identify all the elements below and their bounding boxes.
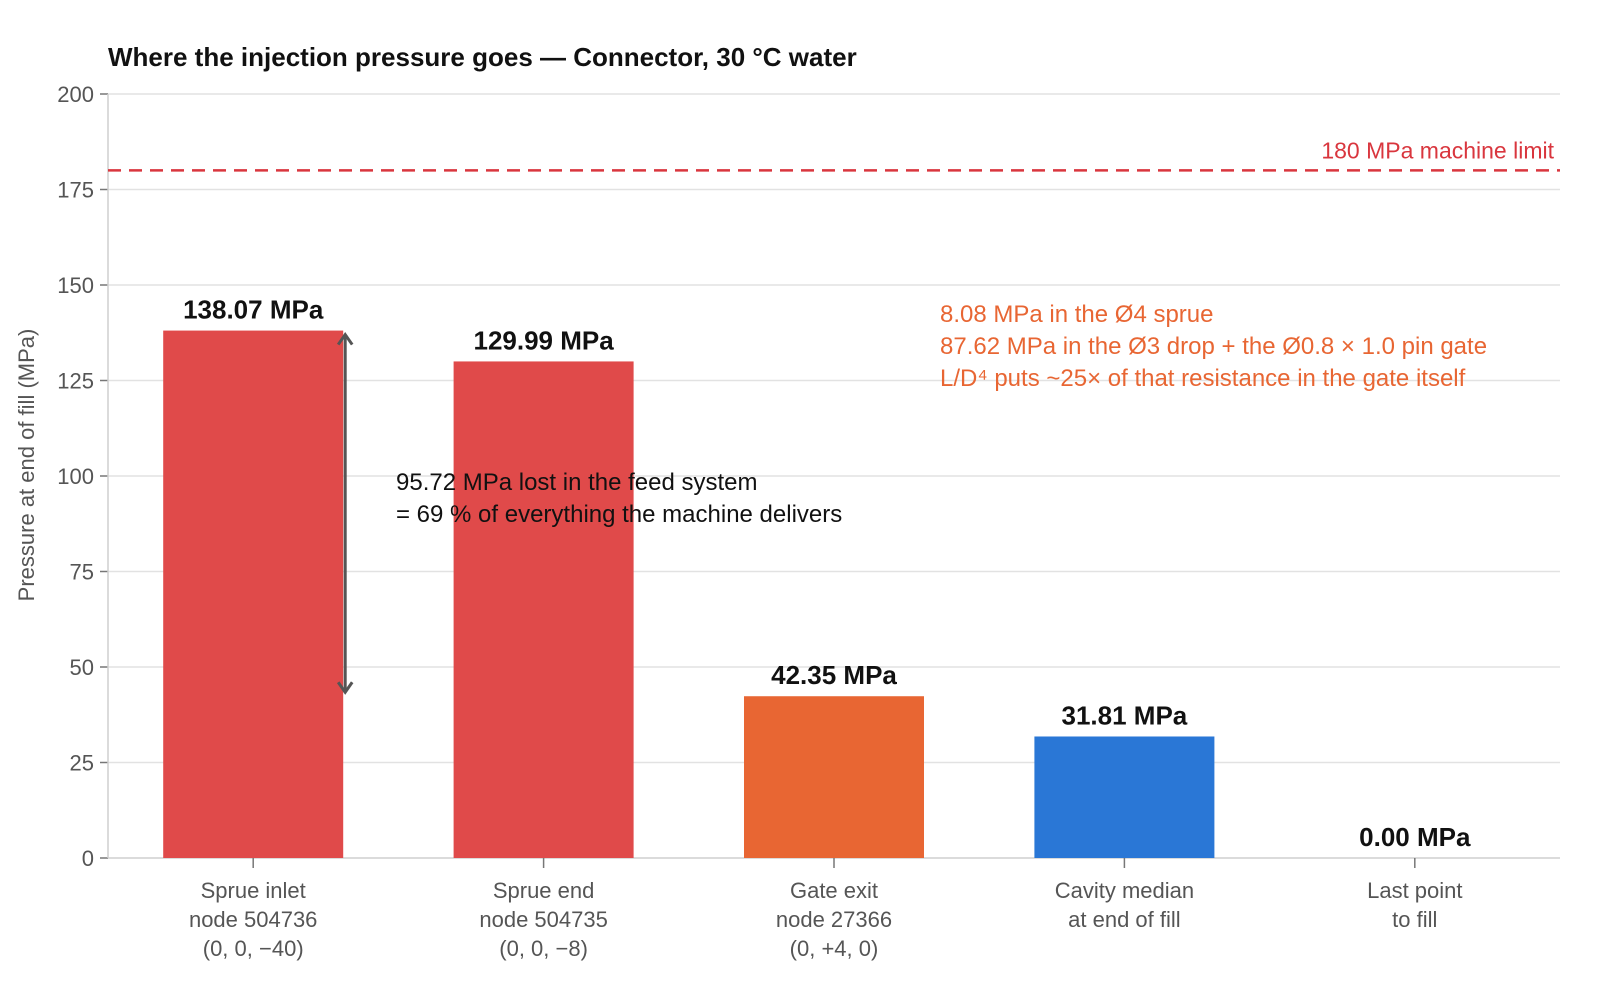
bar-value-label: 129.99 MPa — [473, 325, 614, 355]
y-axis-label: Pressure at end of fill (MPa) — [14, 329, 39, 602]
feed-loss-annotation-line: 95.72 MPa lost in the feed system — [396, 469, 758, 496]
bar — [744, 696, 924, 858]
gate-resistance-note-line: 8.08 MPa in the Ø4 sprue — [940, 301, 1214, 328]
y-tick-label: 125 — [57, 369, 94, 394]
gate-resistance-note-line: 87.62 MPa in the Ø3 drop + the Ø0.8 × 1.… — [940, 333, 1487, 360]
x-tick-label-line: at end of fill — [1068, 907, 1181, 932]
x-tick-label-line: node 504736 — [189, 907, 317, 932]
x-tick-label-line: Last point — [1367, 878, 1462, 903]
bar — [163, 330, 344, 858]
x-tick-label: Gate exit node 27366 (0, +4, 0) — [776, 878, 892, 961]
x-tick-label: Sprue inlet node 504736 (0, 0, −40) — [189, 878, 317, 961]
bars — [163, 330, 1215, 858]
gridlines — [108, 93, 1560, 764]
bracket-arrowhead-top — [336, 331, 354, 346]
machine-limit-label: 180 MPa machine limit — [1321, 137, 1554, 163]
x-tick-label-line: node 27366 — [776, 907, 892, 932]
y-tick-label: 0 — [82, 846, 94, 871]
x-tick-label-line: to fill — [1392, 907, 1437, 932]
value-labels: 138.07 MPa 129.99 MPa 42.35 MPa 31.81 MPa 0.… — [183, 295, 1471, 852]
x-tick-label-line: (0, 0, −40) — [203, 936, 304, 961]
x-tick-label-line: Cavity median — [1055, 878, 1194, 903]
bar-value-label: 138.07 MPa — [183, 295, 324, 325]
bar-value-label: 31.81 MPa — [1062, 700, 1188, 730]
x-tick-label-line: Sprue end — [493, 878, 595, 903]
x-tick-label-line: (0, +4, 0) — [790, 936, 879, 961]
x-tick-label: Last point to fill — [1367, 878, 1462, 932]
y-tick-label: 100 — [57, 464, 94, 489]
y-tick-label: 75 — [70, 560, 94, 585]
axes: 0 25 50 75 100 125 150 175 200 Sprue inlet node 50… — [57, 82, 1560, 961]
x-tick-label-line: Sprue inlet — [201, 878, 306, 903]
bar — [1034, 736, 1215, 858]
annotations: 180 MPa machine limit 95.72 MPa lost in t… — [108, 137, 1560, 695]
x-tick-label-line: node 504735 — [479, 907, 607, 932]
chart-title: Where the injection pressure goes — Conn… — [108, 42, 857, 72]
feed-loss-annotation: 95.72 MPa lost in the feed system = 69 % … — [396, 469, 842, 528]
bar-value-label: 0.00 MPa — [1359, 822, 1471, 852]
bar — [453, 361, 634, 858]
y-tick-label: 150 — [57, 273, 94, 298]
y-tick-label: 200 — [57, 82, 94, 107]
x-tick-label: Sprue end node 504735 (0, 0, −8) — [479, 878, 607, 961]
x-tick-label-line: Gate exit — [790, 878, 878, 903]
bar-value-label: 42.35 MPa — [771, 660, 897, 690]
gate-resistance-note: 8.08 MPa in the Ø4 sprue 87.62 MPa in the… — [940, 301, 1487, 392]
y-tick-label: 25 — [70, 751, 94, 776]
x-tick-label: Cavity median at end of fill — [1055, 878, 1194, 932]
feed-loss-annotation-line: = 69 % of everything the machine deliver… — [396, 501, 842, 528]
x-tick-label-line: (0, 0, −8) — [499, 936, 588, 961]
y-tick-label: 175 — [57, 178, 94, 203]
gate-resistance-note-line: L/D⁴ puts ~25× of that resistance in the… — [940, 365, 1466, 392]
bracket-arrowhead-bottom — [336, 681, 354, 695]
y-tick-label: 50 — [70, 655, 94, 680]
